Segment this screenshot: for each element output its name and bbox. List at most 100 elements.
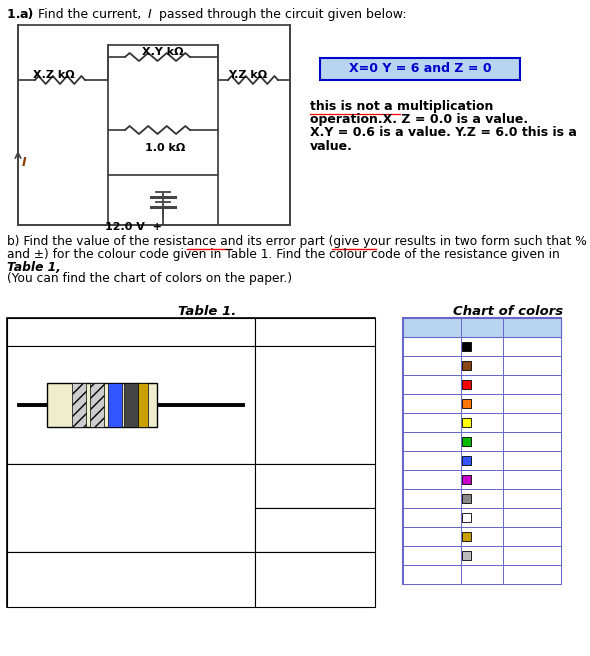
Text: (You can find the chart of colors on the paper.): (You can find the chart of colors on the… [7, 272, 292, 285]
Bar [7, 318, 375, 607]
Text: ---: --- [526, 455, 538, 466]
Bar [255, 508, 375, 552]
Text: ±20%: ±20% [515, 569, 549, 579]
Bar [255, 318, 375, 346]
Text: 1.: 1. [7, 8, 25, 21]
Bar [403, 451, 561, 470]
Bar [462, 513, 471, 522]
Text: 7: 7 [478, 474, 486, 485]
Text: 1: 1 [478, 361, 486, 371]
Bar [462, 475, 471, 484]
Text: X.Z kΩ: X.Z kΩ [33, 70, 74, 80]
Text: 1.0 kΩ: 1.0 kΩ [145, 143, 185, 153]
Bar [138, 383, 148, 427]
Text: Table 1,: Table 1, [7, 261, 61, 274]
Text: this is not a multiplication: this is not a multiplication [310, 100, 493, 113]
Text: ±5%: ±5% [519, 531, 545, 541]
Text: ---: --- [526, 436, 538, 447]
Text: ---: --- [526, 398, 538, 409]
Text: Digit: Digit [468, 323, 496, 333]
Text: Yellow: Yellow [422, 417, 458, 428]
Bar [462, 494, 471, 503]
Text: Find the current,: Find the current, [34, 8, 145, 21]
Text: and ±) for the colour code given in Table 1. Find the colour code of the resista: and ±) for the colour code given in Tabl… [7, 248, 560, 261]
Bar [403, 565, 561, 584]
Text: 9: 9 [478, 512, 486, 522]
Bar [403, 527, 561, 546]
Bar [7, 346, 255, 464]
Text: X.Y = 0.6 is a value. Y.Z = 6.0 this is a: X.Y = 0.6 is a value. Y.Z = 6.0 this is … [310, 126, 577, 139]
Text: ---: --- [526, 380, 538, 390]
Bar [462, 437, 471, 446]
Text: a): a) [20, 8, 34, 21]
Text: Color Code: Color Code [14, 325, 90, 338]
Bar [7, 318, 255, 346]
Text: 4: 4 [478, 417, 486, 428]
Bar [320, 58, 520, 80]
Text: ---: --- [526, 342, 538, 352]
Text: Green – Blue – Violet – Gold: Green – Blue – Violet – Gold [19, 501, 188, 514]
Bar [7, 552, 255, 607]
Text: passed through the circuit given below:: passed through the circuit given below: [155, 8, 407, 21]
Text: Blue: Blue [433, 455, 458, 466]
Text: X=0 Y = 6 and Z = 0: X=0 Y = 6 and Z = 0 [349, 62, 491, 75]
Text: b) Find the value of the resistance and its error part (give your results in two: b) Find the value of the resistance and … [7, 235, 586, 248]
Bar [108, 383, 122, 427]
Text: Gray: Gray [432, 493, 458, 504]
Text: ---: --- [526, 417, 538, 428]
Bar [403, 375, 561, 394]
Bar [403, 318, 561, 584]
Text: Silver: Silver [425, 550, 458, 560]
Text: 0: 0 [478, 342, 486, 352]
Bar [462, 380, 471, 389]
Text: X.Y kΩ: X.Y kΩ [142, 47, 183, 57]
Text: Resistance: Resistance [274, 407, 356, 420]
Text: Violet: Violet [425, 474, 458, 485]
Text: Gold: Gold [432, 531, 458, 541]
Text: I: I [148, 8, 152, 21]
Text: ---: --- [476, 531, 489, 541]
Text: operation.X. Z = 0.0 is a value.: operation.X. Z = 0.0 is a value. [310, 113, 528, 126]
Text: Red: Red [437, 380, 458, 390]
Bar [462, 361, 471, 370]
Text: ---: --- [526, 512, 538, 522]
Text: Orange: Orange [417, 398, 458, 409]
Text: White: White [425, 512, 458, 522]
Text: Brown: Brown [422, 361, 458, 371]
Bar [462, 456, 471, 465]
Text: YZ000 Ω 5%: YZ000 Ω 5% [263, 573, 348, 586]
Text: 3: 3 [478, 398, 486, 409]
Text: None: None [429, 569, 458, 579]
Bar [18, 25, 290, 225]
Bar [403, 356, 561, 375]
Bar [403, 470, 561, 489]
Bar [255, 464, 375, 508]
Text: Black: Black [428, 342, 458, 352]
Bar [108, 45, 218, 175]
Text: ---: --- [526, 361, 538, 371]
Bar [462, 418, 471, 427]
Text: Y.Z kΩ: Y.Z kΩ [228, 70, 267, 80]
Text: I: I [22, 155, 27, 169]
Text: 12.0 V  +: 12.0 V + [105, 222, 162, 232]
Bar [255, 552, 375, 607]
Text: ---: --- [476, 569, 489, 579]
Bar [462, 532, 471, 541]
Text: 8: 8 [478, 493, 486, 504]
Text: 2: 2 [478, 380, 486, 390]
Text: Green: Green [424, 436, 458, 447]
Text: ---: --- [476, 550, 489, 560]
Bar [72, 383, 86, 427]
Text: Table 1.: Table 1. [178, 305, 236, 318]
Bar [462, 342, 471, 351]
Bar [403, 394, 561, 413]
Bar [403, 413, 561, 432]
Text: Band
Color: Band Color [418, 317, 447, 338]
Text: Tolerance: Tolerance [506, 323, 559, 333]
Bar [90, 383, 104, 427]
Bar [462, 399, 471, 408]
Bar [47, 383, 157, 427]
Bar [403, 318, 561, 337]
Text: 6: 6 [478, 455, 486, 466]
Bar [403, 432, 561, 451]
